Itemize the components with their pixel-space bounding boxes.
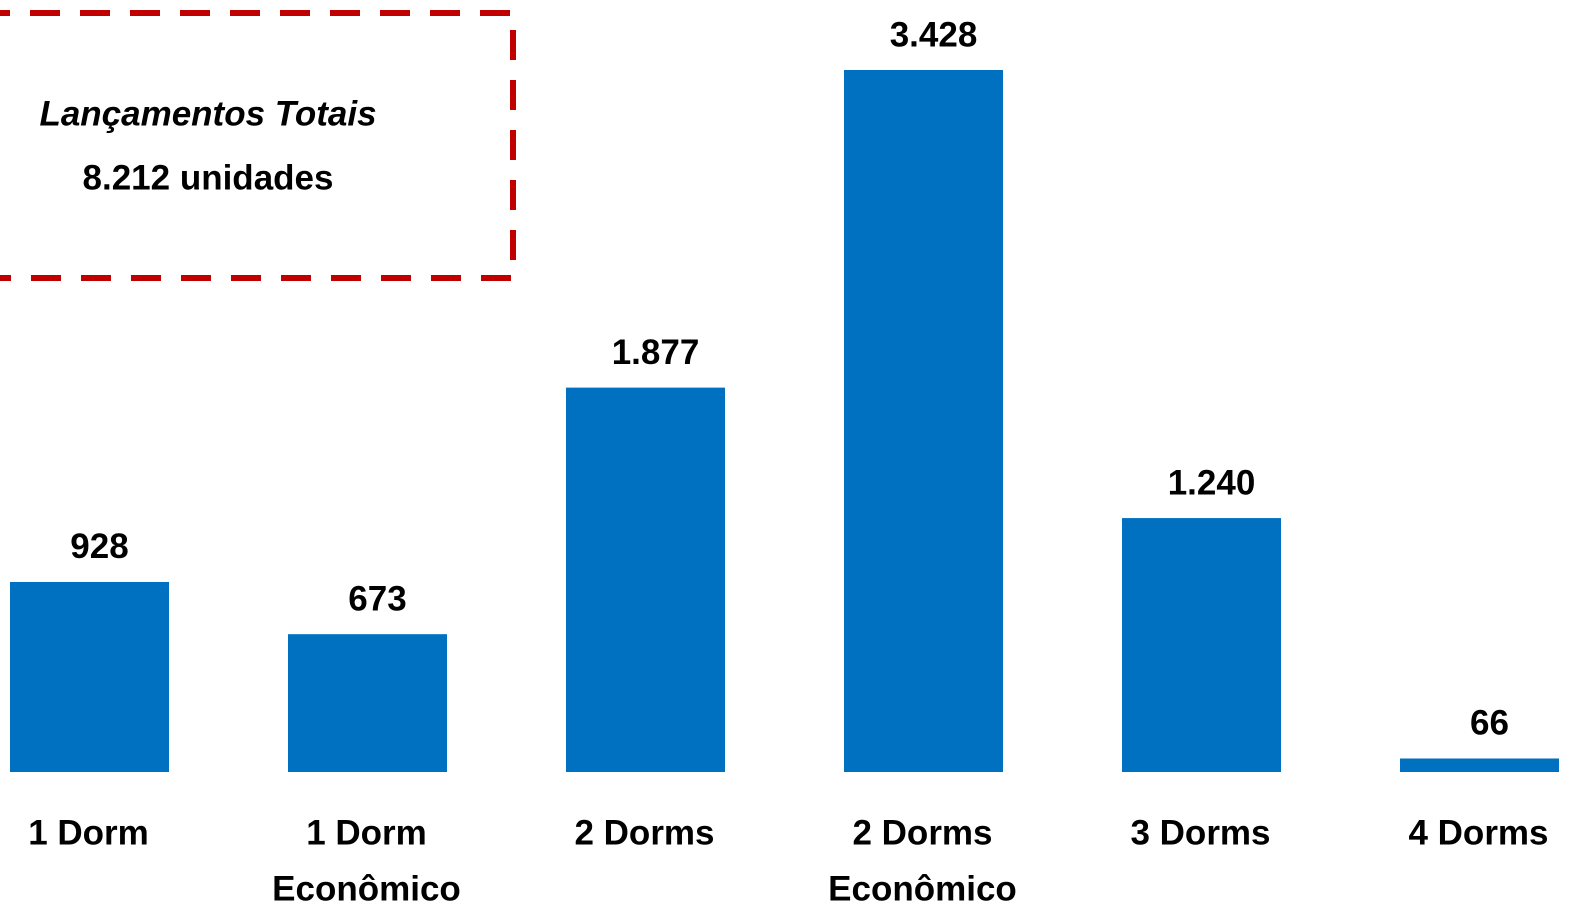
value-label: 3.428 bbox=[890, 15, 978, 54]
bar bbox=[844, 70, 1003, 772]
annotation-text: 8.212 unidades bbox=[83, 158, 334, 197]
bar bbox=[10, 581, 169, 772]
x-tick-label: 1 Dorm bbox=[306, 813, 427, 852]
value-label: 928 bbox=[70, 527, 128, 566]
value-label: 66 bbox=[1470, 704, 1509, 743]
x-tick-label: 2 Dorms bbox=[574, 813, 714, 852]
value-label: 1.877 bbox=[612, 333, 700, 372]
bar bbox=[288, 634, 447, 772]
bar bbox=[566, 387, 725, 772]
bar bbox=[1400, 758, 1559, 772]
annotation-title: Lançamentos Totais bbox=[39, 94, 376, 133]
value-label: 1.240 bbox=[1168, 463, 1256, 502]
bar bbox=[1122, 518, 1281, 772]
x-tick-label: 3 Dorms bbox=[1130, 813, 1270, 852]
x-tick-label: 4 Dorms bbox=[1408, 813, 1548, 852]
x-tick-label: 2 Dorms bbox=[852, 813, 992, 852]
x-tick-label: Econômico bbox=[828, 869, 1017, 908]
x-tick-label: Econômico bbox=[272, 869, 461, 908]
value-label: 673 bbox=[348, 579, 406, 618]
x-tick-label: 1 Dorm bbox=[28, 813, 149, 852]
annotation-box bbox=[0, 10, 516, 281]
